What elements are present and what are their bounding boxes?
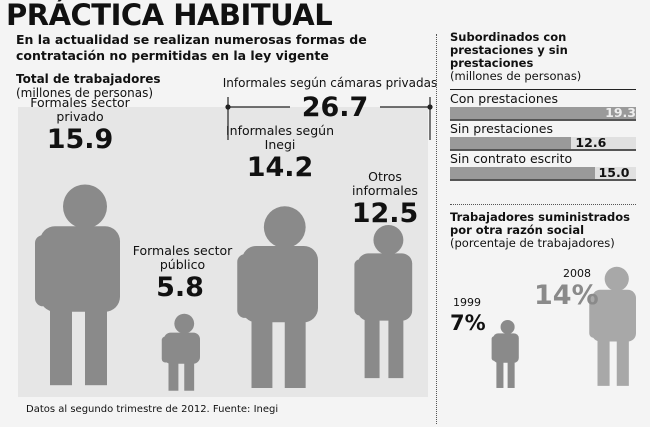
bar-row: Sin contrato escrito 15.0: [450, 152, 636, 181]
pct-chart-unit: (porcentaje de trabajadores): [450, 236, 615, 250]
year-label-1: 2008: [563, 267, 591, 280]
horizontal-divider: [450, 204, 636, 205]
title: PRÁCTICA HABITUAL: [6, 0, 333, 32]
bar-fill: [450, 137, 572, 149]
pct-chart-title: Trabajadores suministrados por otra razó…: [450, 210, 630, 237]
bar-fill: [450, 107, 636, 119]
bar-track: 15.0: [450, 165, 636, 181]
cat-label-2: Informales según Inegi: [225, 123, 335, 152]
bar-row: Con prestaciones 19.3: [450, 92, 636, 121]
bar-track: 19.3: [450, 105, 636, 121]
pct-value-0: 7%: [450, 311, 486, 335]
left-chart-title: Total de trabajadores: [16, 72, 161, 86]
person-figure-2: [237, 206, 318, 388]
bar-value: 19.3: [605, 105, 636, 120]
value-label-1: 5.8: [156, 272, 204, 303]
value-label-2: 14.2: [246, 152, 314, 183]
value-label-3: 12.5: [351, 198, 419, 229]
subtitle: En la actualidad se realizan numerosas f…: [16, 32, 367, 63]
bar-label: Sin contrato escrito: [450, 151, 573, 166]
bar-chart-heading: Subordinados con prestaciones y sin pres…: [450, 31, 646, 83]
pct-figures-svg: [491, 266, 636, 388]
bar-fill: [450, 167, 595, 179]
cat-label-3: Otros informales: [352, 169, 418, 198]
bracket-value: 26.7: [301, 92, 369, 123]
person-figure-1999: [491, 320, 519, 388]
person-figure-2008: [589, 266, 636, 386]
bar-row: Sin prestaciones 12.6: [450, 122, 636, 151]
bar-chart-unit: (millones de personas): [450, 69, 582, 83]
pct-value-1: 14%: [534, 280, 599, 311]
person-figure-3: [354, 225, 413, 379]
left-chart-unit: (millones de personas): [16, 86, 154, 100]
vertical-divider: [436, 34, 437, 424]
year-label-0: 1999: [453, 296, 481, 309]
bar-value: 15.0: [598, 165, 630, 180]
bar-track: 12.6: [450, 135, 636, 151]
bar-chart-title: Subordinados con prestaciones y sin pres…: [450, 30, 568, 70]
person-figure-0: [35, 184, 120, 386]
bracket-label: Informales según cámaras privadas: [222, 76, 438, 90]
pct-chart-heading: Trabajadores suministrados por otra razó…: [450, 211, 646, 250]
value-label-0: 15.9: [46, 124, 114, 155]
person-figure-1: [161, 313, 200, 391]
bar-label: Con prestaciones: [450, 91, 558, 106]
figures-svg: [35, 97, 433, 391]
cat-label-1: Formales sector público: [132, 243, 233, 272]
bar-top-rule: [450, 89, 636, 90]
footer: Datos al segundo trimestre de 2012. Fuen…: [26, 404, 279, 415]
bar-value: 12.6: [575, 135, 607, 150]
bracket: [225, 97, 433, 140]
bar-label: Sin prestaciones: [450, 121, 553, 136]
cat-label-0: Formales sector privado: [30, 95, 130, 124]
